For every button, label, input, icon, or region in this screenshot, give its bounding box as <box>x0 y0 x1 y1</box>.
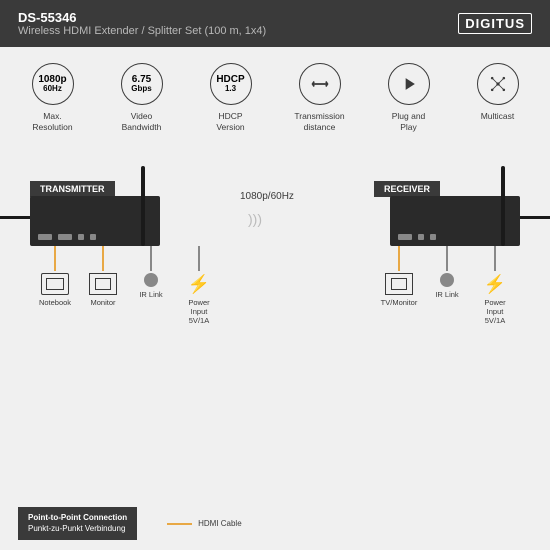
connection-item: IR Link <box>427 246 467 299</box>
connection-label: PowerInput5V/1A <box>188 298 209 325</box>
rx-label: RECEIVER <box>374 181 440 197</box>
signal-wave-icon: ))) <box>248 211 262 227</box>
feature-icon <box>299 63 341 105</box>
feature-label: Multicast <box>481 111 515 122</box>
feature-item: Transmissiondistance <box>277 63 362 133</box>
legend: HDMI Cable <box>167 519 242 528</box>
p2p-en: Point-to-Point Connection <box>28 513 127 523</box>
laptop-icon <box>41 273 69 295</box>
power-icon: ⚡ <box>185 273 213 295</box>
tx-label: TRANSMITTER <box>30 181 115 197</box>
header-left: DS-55346 Wireless HDMI Extender / Splitt… <box>18 10 266 37</box>
feature-item: 1080p60Hz Max.Resolution <box>10 63 95 133</box>
cable-left <box>0 216 30 219</box>
header: DS-55346 Wireless HDMI Extender / Splitt… <box>0 0 550 47</box>
connection-item: ⚡ PowerInput5V/1A <box>179 246 219 325</box>
connection-item: Monitor <box>83 246 123 307</box>
connection-line <box>198 246 200 271</box>
tx-ports <box>38 234 96 240</box>
diagram-area: TRANSMITTER RECEIVER 1080p/60Hz ))) Note… <box>0 141 550 421</box>
p2p-badge: Point-to-Point Connection Punkt-zu-Punkt… <box>18 507 137 540</box>
feature-icon <box>388 63 430 105</box>
legend-line <box>167 523 192 525</box>
transmitter-device <box>30 196 160 246</box>
feature-label: Transmissiondistance <box>294 111 344 133</box>
model-number: DS-55346 <box>18 10 266 25</box>
connection-label: PowerInput5V/1A <box>484 298 505 325</box>
connection-item: TV/Monitor <box>379 246 419 307</box>
monitor-icon <box>385 273 413 295</box>
feature-item: 6.75Gbps VideoBandwidth <box>99 63 184 133</box>
signal-text: 1080p/60Hz <box>240 191 294 202</box>
connection-line <box>446 246 448 271</box>
cable-right <box>520 216 550 219</box>
receiver-device <box>390 196 520 246</box>
connection-label: IR Link <box>139 290 162 299</box>
tx-connections: Notebook Monitor IR Link ⚡ PowerInput5V/1A <box>35 246 219 325</box>
connection-item: IR Link <box>131 246 171 299</box>
feature-item: Plug andPlay <box>366 63 451 133</box>
connection-label: TV/Monitor <box>381 298 418 307</box>
monitor-icon <box>89 273 117 295</box>
feature-icon <box>477 63 519 105</box>
feature-label: HDCPVersion <box>216 111 244 133</box>
feature-icon: 6.75Gbps <box>121 63 163 105</box>
connection-item: ⚡ PowerInput5V/1A <box>475 246 515 325</box>
connection-label: IR Link <box>435 290 458 299</box>
ir-icon <box>440 273 454 287</box>
connection-line <box>102 246 104 271</box>
p2p-de: Punkt-zu-Punkt Verbindung <box>28 524 127 534</box>
feature-label: VideoBandwidth <box>122 111 162 133</box>
connection-line <box>54 246 56 271</box>
legend-text: HDMI Cable <box>198 519 242 528</box>
connection-label: Notebook <box>39 298 71 307</box>
connection-line <box>398 246 400 271</box>
connection-line <box>494 246 496 271</box>
ir-icon <box>144 273 158 287</box>
connection-item: Notebook <box>35 246 75 307</box>
connection-line <box>150 246 152 271</box>
connection-label: Monitor <box>90 298 115 307</box>
product-subtitle: Wireless HDMI Extender / Splitter Set (1… <box>18 25 266 37</box>
feature-item: HDCP1.3 HDCPVersion <box>188 63 273 133</box>
antenna-icon <box>501 166 505 246</box>
feature-row: 1080p60Hz Max.Resolution 6.75Gbps VideoBand… <box>0 47 550 141</box>
feature-label: Plug andPlay <box>392 111 426 133</box>
power-icon: ⚡ <box>481 273 509 295</box>
feature-icon: 1080p60Hz <box>32 63 74 105</box>
feature-icon: HDCP1.3 <box>210 63 252 105</box>
antenna-icon <box>141 166 145 246</box>
feature-item: Multicast <box>455 63 540 133</box>
rx-connections: TV/Monitor IR Link ⚡ PowerInput5V/1A <box>379 246 515 325</box>
footer: Point-to-Point Connection Punkt-zu-Punkt… <box>0 497 550 550</box>
feature-label: Max.Resolution <box>32 111 72 133</box>
brand-logo: DIGITUS <box>458 13 532 34</box>
rx-ports <box>398 234 436 240</box>
